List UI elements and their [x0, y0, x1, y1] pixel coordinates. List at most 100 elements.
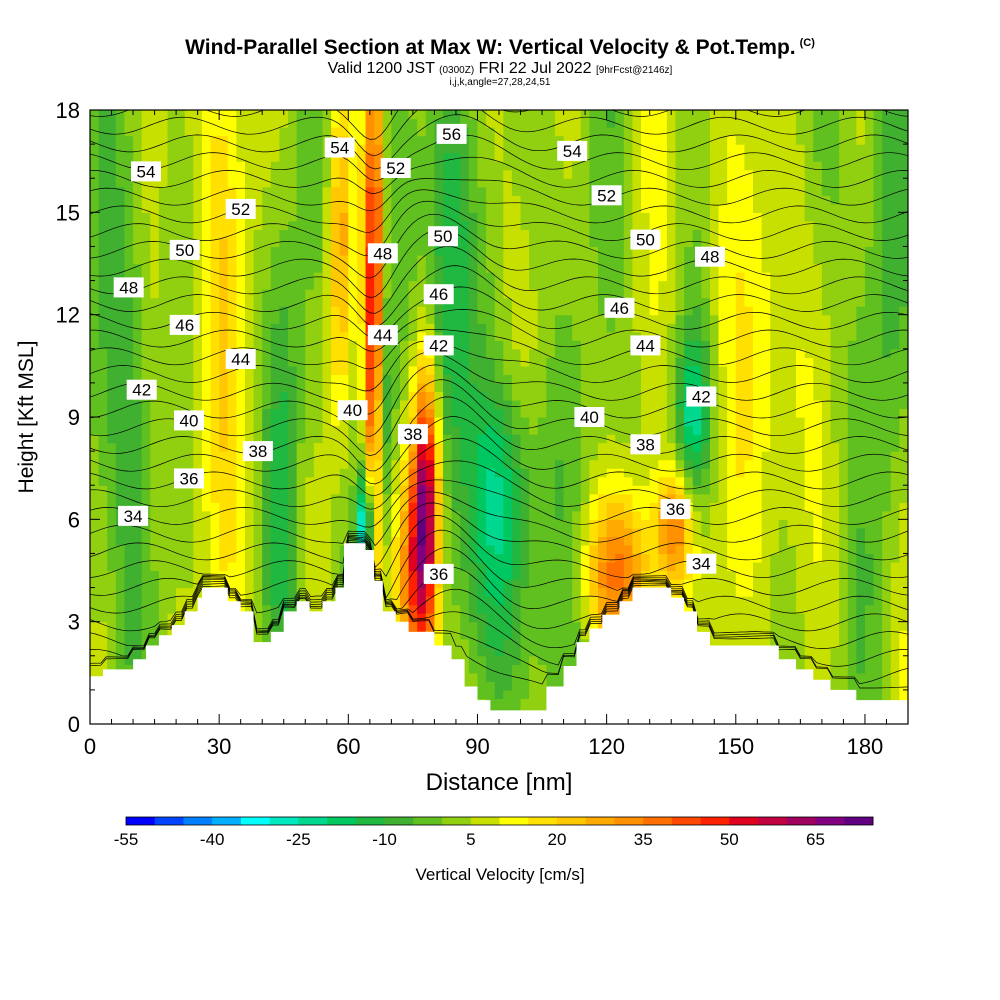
w-cell [253, 579, 263, 589]
w-cell [374, 195, 384, 205]
w-cell [554, 365, 565, 375]
w-cell [546, 127, 556, 137]
w-cell [90, 331, 100, 341]
w-cell [98, 169, 108, 179]
w-cell [443, 161, 453, 171]
w-cell [451, 604, 461, 614]
w-cell [98, 127, 108, 137]
w-cell [158, 399, 169, 410]
w-cell [90, 536, 100, 546]
w-cell [90, 613, 100, 623]
w-cell [468, 630, 479, 640]
w-cell [210, 365, 220, 375]
w-cell [460, 579, 470, 589]
w-cell [90, 476, 100, 486]
w-cell [288, 289, 298, 299]
w-cell [468, 272, 479, 282]
w-cell [666, 579, 677, 589]
w-cell [641, 391, 651, 401]
w-cell [158, 510, 169, 520]
w-cell [477, 681, 487, 691]
w-cell [374, 220, 384, 230]
w-cell [477, 647, 487, 657]
w-cell [219, 331, 229, 341]
w-cell [563, 587, 573, 597]
w-cell [270, 289, 281, 299]
w-cell [262, 237, 272, 248]
w-cell [150, 331, 160, 341]
w-cell [675, 408, 685, 418]
w-cell [348, 246, 358, 256]
w-cell [486, 365, 496, 375]
w-cell [666, 169, 677, 179]
w-cell [598, 476, 608, 486]
w-cell [262, 519, 272, 529]
w-cell [322, 519, 332, 529]
w-cell [348, 510, 358, 520]
w-cell [503, 178, 513, 188]
w-cell [468, 527, 479, 537]
w-cell [150, 365, 160, 375]
w-cell [176, 485, 186, 495]
w-cell [546, 638, 556, 648]
w-cell [563, 178, 573, 188]
w-cell [511, 357, 522, 367]
w-cell [408, 144, 418, 154]
w-cell [451, 118, 461, 128]
w-cell [529, 425, 539, 435]
w-cell [219, 561, 229, 572]
w-cell [201, 365, 212, 375]
w-cell [374, 570, 384, 580]
w-cell [486, 672, 496, 682]
w-cell [124, 374, 134, 384]
w-cell [399, 459, 410, 469]
w-cell [598, 152, 608, 162]
w-cell [460, 357, 470, 367]
w-cell [632, 553, 642, 563]
w-cell [124, 527, 134, 537]
w-cell [563, 655, 573, 665]
w-cell [133, 579, 143, 589]
w-cell [90, 374, 100, 384]
w-cell [288, 468, 298, 478]
w-cell [425, 365, 436, 375]
w-cell [98, 391, 108, 401]
w-cell [296, 254, 306, 265]
w-cell [529, 220, 539, 230]
w-cell [331, 485, 341, 495]
w-cell [270, 544, 281, 555]
w-cell [494, 374, 504, 384]
w-cell [666, 263, 677, 273]
w-cell [477, 451, 487, 461]
w-cell [219, 544, 229, 555]
w-cell [167, 485, 177, 495]
w-cell [537, 553, 547, 563]
w-cell [408, 451, 418, 461]
w-cell [107, 246, 117, 256]
w-cell [494, 340, 504, 350]
w-cell [339, 195, 349, 205]
w-cell [520, 493, 530, 503]
w-cell [391, 382, 401, 393]
w-cell [598, 459, 608, 469]
w-cell [494, 638, 504, 648]
w-cell [494, 613, 504, 623]
w-cell [184, 306, 194, 316]
w-cell [124, 272, 134, 282]
w-cell [158, 110, 169, 120]
w-cell [98, 587, 108, 597]
w-cell [649, 502, 659, 512]
w-cell [598, 399, 608, 410]
w-cell [90, 621, 100, 631]
w-cell [356, 331, 367, 341]
w-cell [658, 442, 668, 452]
w-cell [305, 553, 315, 563]
w-cell [296, 314, 306, 324]
w-cell [511, 425, 522, 435]
w-cell [313, 399, 324, 410]
w-cell [184, 527, 194, 537]
w-cell [236, 118, 246, 128]
w-cell [201, 553, 212, 563]
w-cell [262, 391, 272, 401]
